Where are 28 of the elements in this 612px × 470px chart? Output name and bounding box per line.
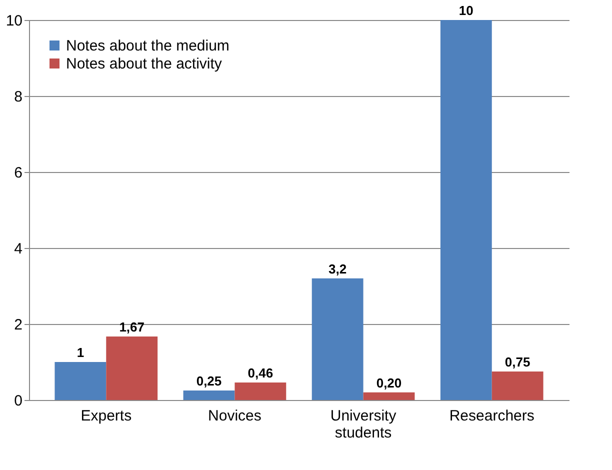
bar <box>363 392 415 400</box>
x-tick-label: University students <box>330 408 397 442</box>
x-tick-label: Novices <box>208 408 262 424</box>
data-label: 0,25 <box>196 374 222 388</box>
y-tick-label: 10 <box>6 12 22 30</box>
bar <box>106 336 158 400</box>
bar <box>312 278 364 400</box>
x-tick-label: Experts <box>80 408 132 424</box>
legend-label: Notes about the activity <box>66 56 222 72</box>
bar <box>234 382 286 400</box>
legend-label: Notes about the medium <box>66 38 230 54</box>
data-label: 1,67 <box>119 320 145 335</box>
y-tick-label: 4 <box>14 240 22 258</box>
y-tick-label: 6 <box>14 164 22 182</box>
bar <box>492 372 544 400</box>
y-tick-label: 8 <box>14 88 22 106</box>
data-label: 3,2 <box>328 261 347 276</box>
data-label: 0,20 <box>376 375 402 390</box>
y-tick-label: 0 <box>14 392 22 410</box>
data-label: 10 <box>458 3 474 18</box>
bar <box>54 362 106 400</box>
data-label: 1 <box>76 345 84 360</box>
y-tick-label: 2 <box>14 316 22 334</box>
data-label: 0,46 <box>248 366 274 381</box>
bar <box>440 20 492 400</box>
bar <box>183 390 235 400</box>
data-label: 0,75 <box>504 354 530 370</box>
x-tick-label: Researchers <box>449 408 534 424</box>
